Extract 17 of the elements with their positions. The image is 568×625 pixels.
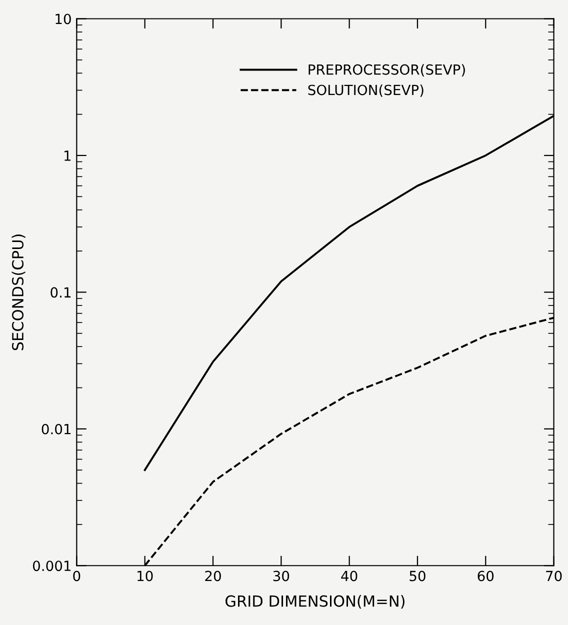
y-tick-label: 0.1 [50,287,71,298]
x-tick-label: 20 [205,570,221,582]
x-tick-label: 70 [546,570,562,582]
y-tick-label: 1 [64,150,71,161]
x-tick-label: 40 [341,570,358,582]
legend-label: SOLUTION(SEVP) [308,84,424,97]
y-tick-label: 0.01 [42,424,71,434]
y-tick-label: 0.001 [32,560,71,572]
x-axis-title: GRID DIMENSION(M=N) [226,595,404,609]
x-tick-label: 10 [138,570,153,582]
y-tick-label: 10 [56,14,71,24]
x-tick-label: 30 [273,570,290,582]
x-tick-label: 0 [73,570,80,582]
legend-label: PREPROCESSOR(SEVP) [308,64,465,76]
x-tick-label: 60 [478,570,494,582]
x-tick-label: 50 [410,570,426,582]
y-axis-title: SECONDS(CPU) [12,234,26,350]
